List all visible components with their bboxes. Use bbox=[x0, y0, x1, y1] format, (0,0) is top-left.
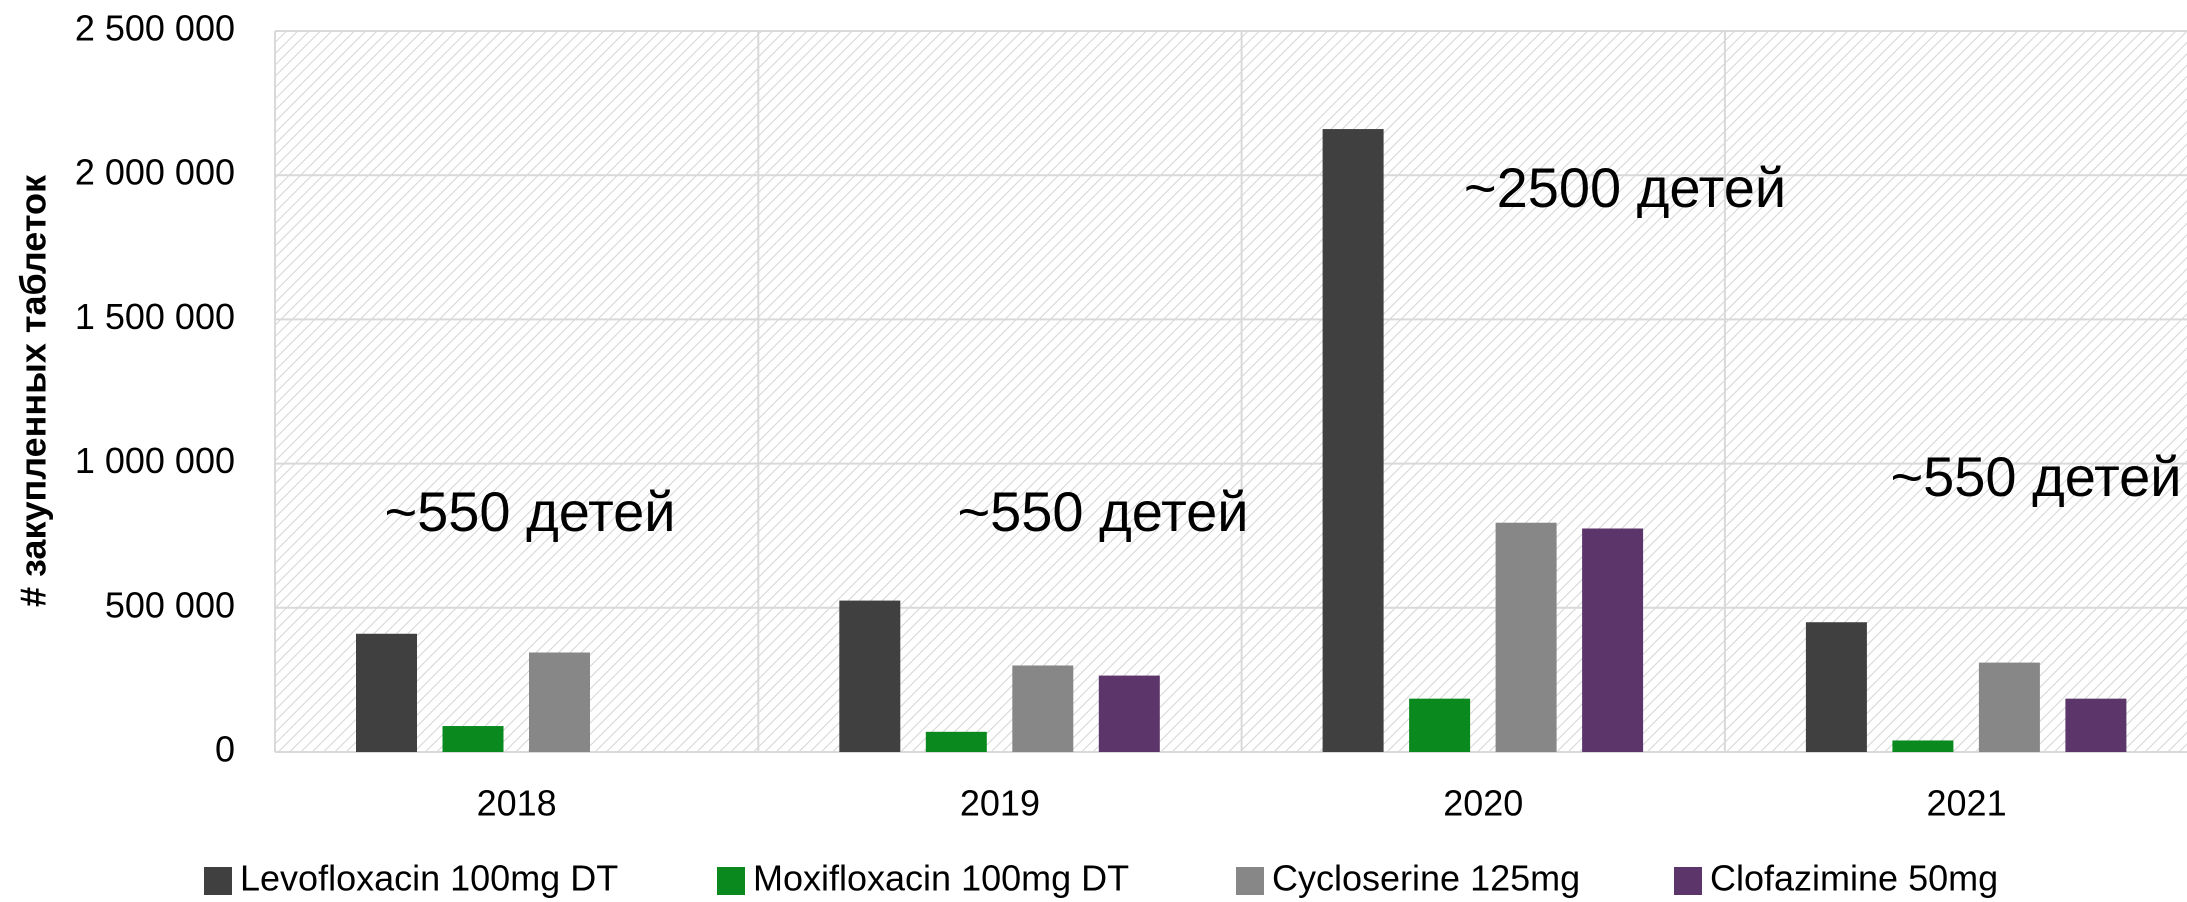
plot-background bbox=[275, 31, 2187, 752]
bar bbox=[1409, 698, 1471, 752]
bar bbox=[442, 726, 504, 752]
legend-swatch bbox=[717, 867, 745, 895]
bar bbox=[925, 731, 987, 752]
bar bbox=[1098, 675, 1160, 752]
y-axis-label: # закупленных таблеток bbox=[13, 174, 54, 607]
legend-label: Levofloxacin 100mg DT bbox=[240, 858, 618, 899]
y-tick-label: 2 000 000 bbox=[75, 152, 235, 193]
bar bbox=[1582, 528, 1644, 752]
bar bbox=[1805, 622, 1867, 752]
bar bbox=[839, 600, 901, 752]
x-tick-label: 2021 bbox=[1927, 783, 2007, 824]
legend-label: Clofazimine 50mg bbox=[1710, 858, 1998, 899]
legend-label: Moxifloxacin 100mg DT bbox=[753, 858, 1129, 899]
y-tick-label: 0 bbox=[215, 729, 235, 770]
x-tick-label: 2019 bbox=[960, 783, 1040, 824]
x-tick-label: 2020 bbox=[1443, 783, 1523, 824]
legend-swatch bbox=[1236, 867, 1264, 895]
annotation: ~550 детей bbox=[957, 480, 1248, 543]
annotation: ~550 детей bbox=[384, 480, 675, 543]
y-tick-label: 2 500 000 bbox=[75, 8, 235, 49]
bar bbox=[1012, 665, 1074, 752]
bar bbox=[2065, 698, 2127, 752]
annotation: ~550 детей bbox=[1890, 445, 2181, 508]
x-tick-label: 2018 bbox=[477, 783, 557, 824]
bar bbox=[1978, 662, 2040, 752]
annotation: ~2500 детей bbox=[1464, 156, 1786, 219]
legend-swatch bbox=[1674, 867, 1702, 895]
bar bbox=[529, 652, 590, 752]
bar bbox=[356, 633, 417, 752]
bar bbox=[1892, 740, 1954, 752]
y-tick-label: 500 000 bbox=[105, 584, 235, 625]
bar bbox=[1495, 522, 1557, 752]
legend-swatch bbox=[204, 867, 232, 895]
y-tick-label: 1 000 000 bbox=[75, 440, 235, 481]
legend-label: Cycloserine 125mg bbox=[1272, 858, 1580, 899]
bar bbox=[1322, 129, 1384, 752]
y-tick-label: 1 500 000 bbox=[75, 296, 235, 337]
